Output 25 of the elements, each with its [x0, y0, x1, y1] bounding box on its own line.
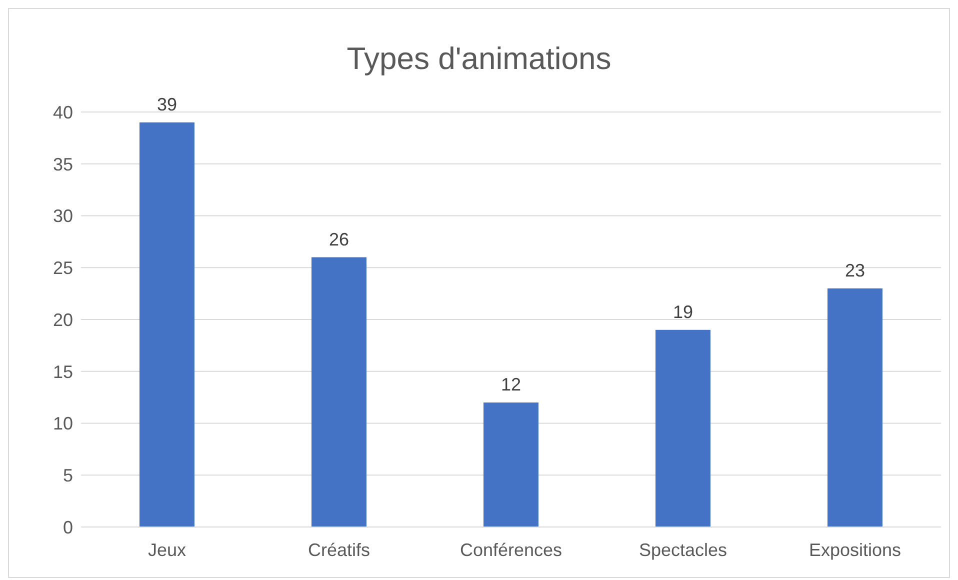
x-tick-label: Spectacles: [638, 540, 728, 560]
y-tick-label: 30: [52, 206, 73, 226]
bar: [827, 288, 882, 527]
y-tick-label: 5: [62, 466, 73, 486]
data-label: 39: [156, 94, 177, 114]
y-tick-label: 15: [52, 362, 73, 382]
x-tick-label: Créatifs: [308, 540, 370, 560]
chart-title: Types d'animations: [346, 41, 612, 77]
y-tick-label: 0: [62, 517, 73, 538]
x-tick-label: Jeux: [148, 540, 186, 560]
data-label: 23: [844, 260, 865, 280]
y-tick-label: 25: [52, 258, 73, 278]
data-label: 19: [672, 302, 693, 322]
bar: [655, 330, 710, 527]
y-tick-label: 20: [52, 310, 73, 330]
bar: [139, 122, 194, 527]
x-tick-label: Expositions: [808, 540, 902, 560]
bar: [311, 257, 366, 527]
data-label: 12: [500, 374, 521, 394]
y-tick-label: 35: [52, 154, 73, 174]
y-tick-label: 10: [52, 414, 73, 434]
y-tick-label: 40: [52, 102, 73, 122]
bar: [483, 402, 538, 527]
x-tick-label: Conférences: [460, 540, 562, 560]
data-label: 26: [328, 229, 349, 250]
